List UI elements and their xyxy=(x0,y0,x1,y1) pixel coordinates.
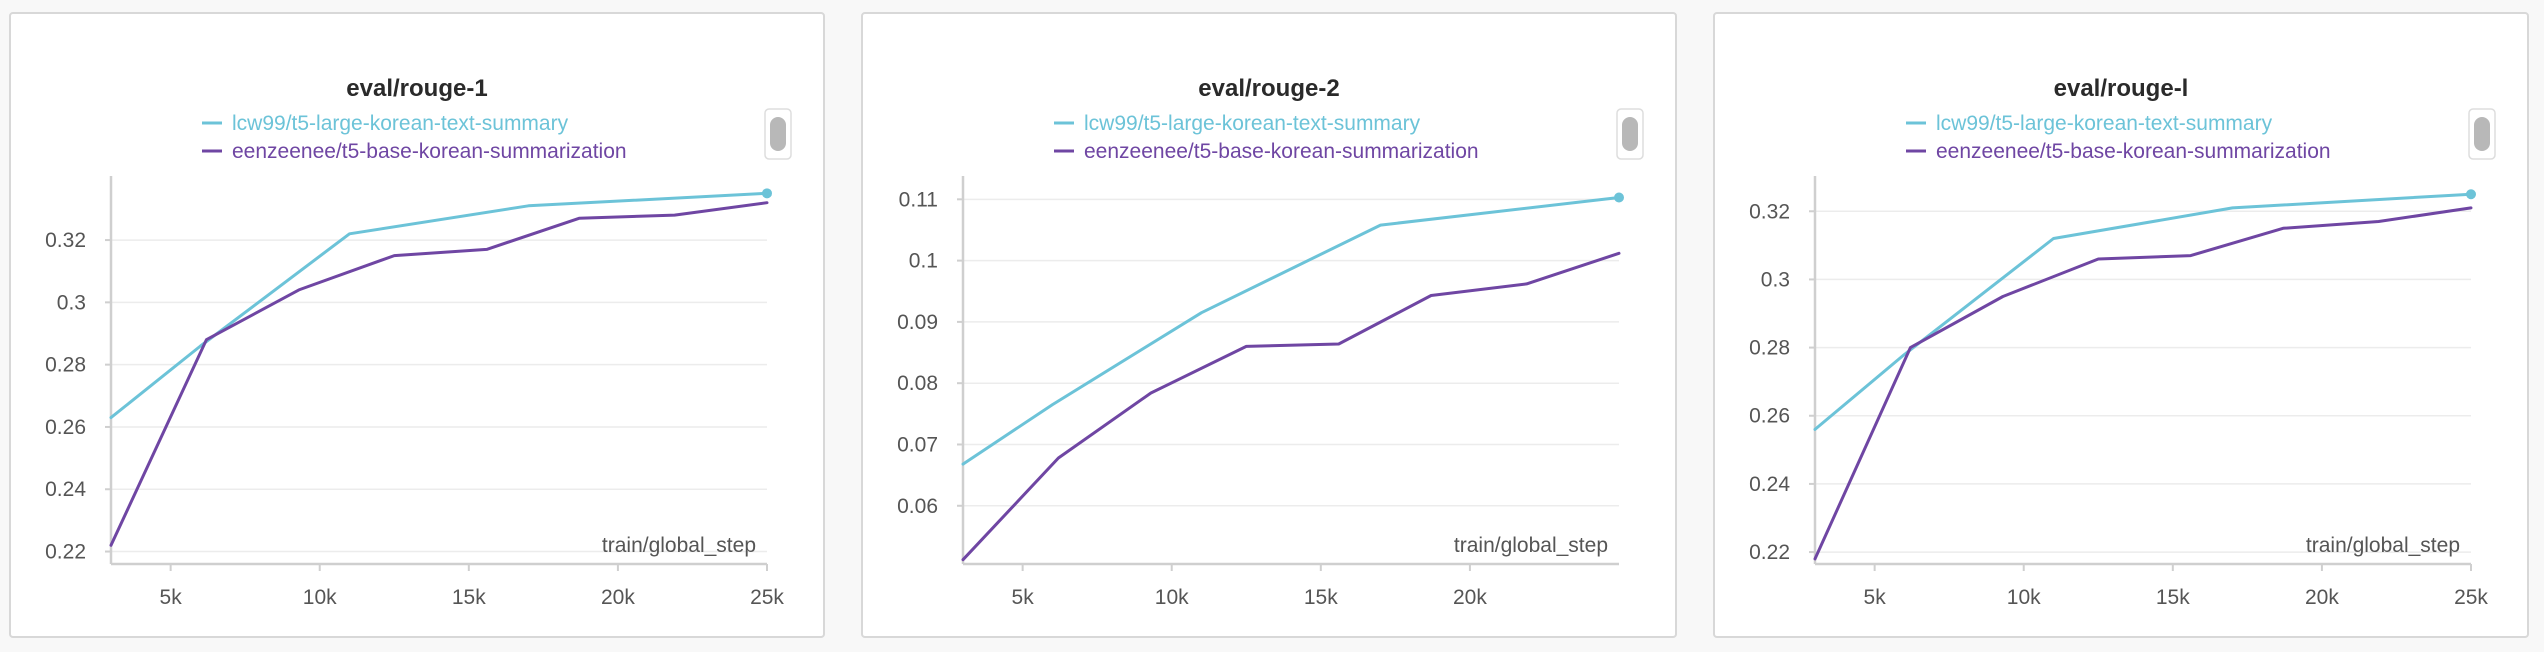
x-tick-label: 20k xyxy=(601,586,635,609)
x-axis-label: train/global_step xyxy=(2306,534,2460,557)
y-tick-label: 0.1 xyxy=(909,250,938,273)
y-tick-label: 0.28 xyxy=(45,354,86,377)
legend-entry[interactable]: lcw99/t5-large-korean-text-summary xyxy=(1936,112,2273,135)
y-tick-label: 0.24 xyxy=(1749,473,1790,496)
y-tick-label: 0.08 xyxy=(897,372,938,395)
chart-title: eval/rouge-2 xyxy=(1198,75,1339,102)
series-line[interactable] xyxy=(961,251,1621,562)
y-tick-label: 0.26 xyxy=(1749,405,1790,428)
x-axis-label: train/global_step xyxy=(1454,534,1608,557)
series-line[interactable] xyxy=(1813,206,2473,561)
y-tick-label: 0.3 xyxy=(57,291,86,314)
series-line[interactable] xyxy=(961,196,1621,466)
x-tick-label: 5k xyxy=(1012,586,1035,609)
legend-entry[interactable]: lcw99/t5-large-korean-text-summary xyxy=(232,112,569,135)
chart-title: eval/rouge-l xyxy=(2054,75,2189,102)
x-tick-label: 5k xyxy=(160,586,183,609)
x-tick-label: 20k xyxy=(2305,586,2339,609)
x-tick-label: 10k xyxy=(1155,586,1189,609)
legend-scroll-thumb[interactable] xyxy=(770,117,786,151)
x-tick-label: 15k xyxy=(452,586,486,609)
chart-panel-rouge-1: eval/rouge-1 lcw99/t5-large-korean-text-s… xyxy=(9,12,825,638)
chart-svg: eval/rouge-2 lcw99/t5-large-korean-text-s… xyxy=(897,75,1644,609)
series-endpoint-marker[interactable] xyxy=(762,188,772,199)
x-tick-label: 10k xyxy=(303,586,337,609)
y-tick-label: 0.28 xyxy=(1749,337,1790,360)
series-line[interactable] xyxy=(109,201,769,547)
series-line[interactable] xyxy=(1813,192,2473,431)
y-tick-label: 0.32 xyxy=(1749,200,1790,223)
legend-entry[interactable]: eenzeenee/t5-base-korean-summarization xyxy=(1936,140,2331,163)
x-tick-label: 25k xyxy=(750,586,784,609)
x-tick-label: 10k xyxy=(2007,586,2041,609)
x-tick-label: 20k xyxy=(1453,586,1487,609)
chart-title: eval/rouge-1 xyxy=(346,75,487,102)
x-axis-label: train/global_step xyxy=(602,534,756,557)
y-tick-label: 0.24 xyxy=(45,478,86,501)
y-tick-label: 0.06 xyxy=(897,495,938,518)
legend-entry[interactable]: eenzeenee/t5-base-korean-summarization xyxy=(1084,140,1479,163)
y-tick-label: 0.3 xyxy=(1761,268,1790,291)
chart-svg: eval/rouge-l lcw99/t5-large-korean-text-s… xyxy=(1749,75,2496,609)
y-tick-label: 0.26 xyxy=(45,416,86,439)
legend-scroll-thumb[interactable] xyxy=(2474,117,2490,151)
chart-panel-rouge-2: eval/rouge-2 lcw99/t5-large-korean-text-s… xyxy=(861,12,1677,638)
y-tick-label: 0.22 xyxy=(1749,541,1790,564)
x-tick-label: 15k xyxy=(1304,586,1338,609)
x-tick-label: 25k xyxy=(2454,586,2488,609)
chart-svg: eval/rouge-1 lcw99/t5-large-korean-text-s… xyxy=(45,75,792,609)
series-endpoint-marker[interactable] xyxy=(1614,192,1624,203)
series-line[interactable] xyxy=(109,191,769,420)
y-tick-label: 0.09 xyxy=(897,311,938,334)
legend-entry[interactable]: lcw99/t5-large-korean-text-summary xyxy=(1084,112,1421,135)
y-tick-label: 0.11 xyxy=(899,188,938,211)
chart-panel-rouge-l: eval/rouge-l lcw99/t5-large-korean-text-s… xyxy=(1713,12,2529,638)
y-tick-label: 0.07 xyxy=(897,433,938,456)
x-tick-label: 15k xyxy=(2156,586,2190,609)
legend-entry[interactable]: eenzeenee/t5-base-korean-summarization xyxy=(232,140,627,163)
y-tick-label: 0.22 xyxy=(45,541,86,564)
series-endpoint-marker[interactable] xyxy=(2466,189,2476,200)
legend-scroll-thumb[interactable] xyxy=(1622,117,1638,151)
y-tick-label: 0.32 xyxy=(45,229,86,252)
x-tick-label: 5k xyxy=(1864,586,1887,609)
